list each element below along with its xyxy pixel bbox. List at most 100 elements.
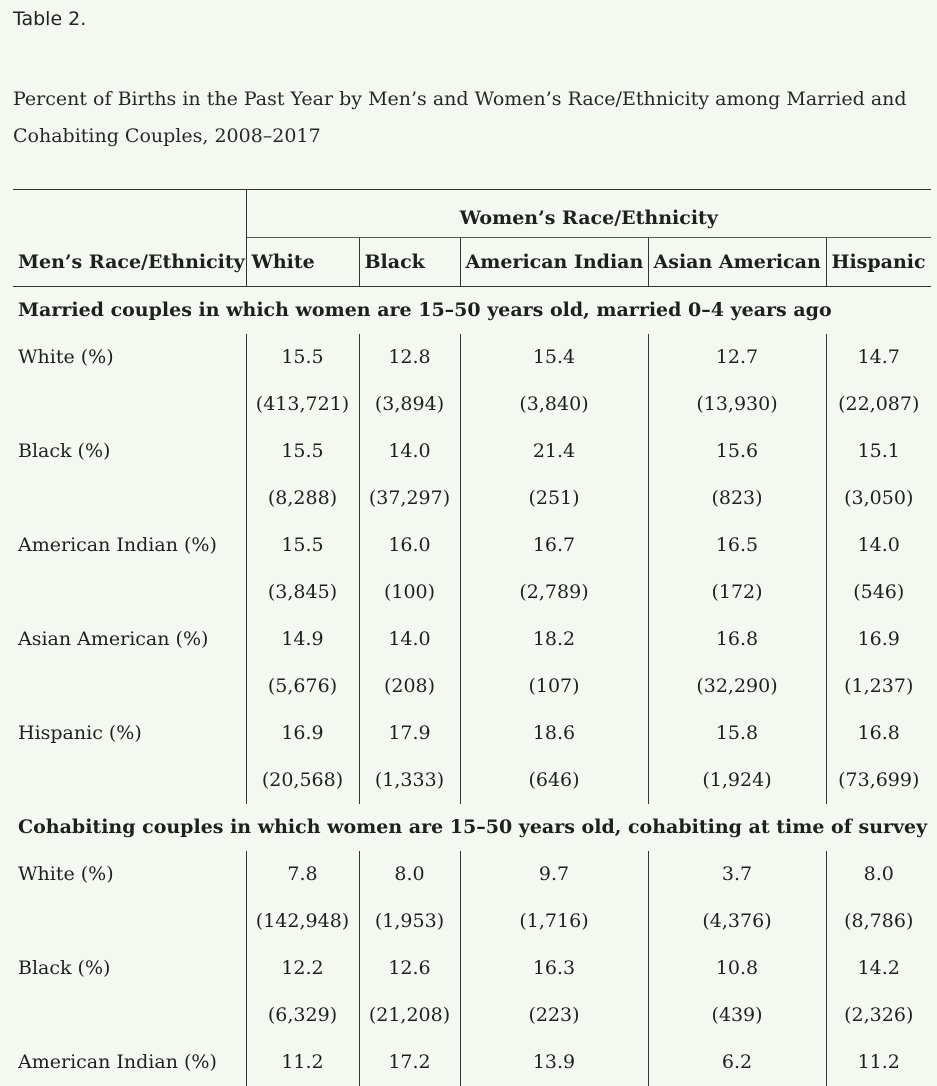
men-race-header: Men’s Race/Ethnicity	[13, 238, 246, 287]
count-cell: (1,924)	[647, 756, 826, 804]
col-header-white: White	[245, 238, 359, 287]
women-race-header: Women’s Race/Ethnicity	[245, 189, 931, 238]
percent-cell: 13.9	[459, 1038, 648, 1086]
col-header-black: Black	[358, 238, 460, 287]
percent-cell: 14.9	[245, 615, 359, 663]
section-title: Married couples in which women are 15–50…	[18, 299, 832, 322]
percent-cell: 15.6	[647, 427, 826, 475]
count-cell: (21,208)	[358, 991, 460, 1039]
table-row-counts: (3,845) (100) (2,789) (172) (546)	[13, 568, 931, 616]
table-row: White (%) 7.8 8.0 9.7 3.7 8.0	[13, 850, 931, 898]
percent-cell: 16.7	[459, 521, 648, 569]
count-cell: (20,568)	[245, 756, 359, 804]
count-cell: (22,087)	[825, 380, 931, 428]
table-label: Table 2.	[13, 8, 87, 30]
percent-cell: 12.6	[358, 944, 460, 992]
percent-cell: 14.0	[825, 521, 931, 569]
count-cell: (223)	[459, 991, 648, 1039]
percent-cell: 16.8	[647, 615, 826, 663]
header-group-row: Women’s Race/Ethnicity	[13, 189, 931, 238]
count-cell: (8,288)	[245, 474, 359, 522]
row-label: White (%)	[18, 863, 114, 885]
percent-cell: 16.0	[358, 521, 460, 569]
row-label: Black (%)	[18, 440, 111, 462]
count-cell: (3,845)	[245, 568, 359, 616]
table-row-counts: (413,721) (3,894) (3,840) (13,930) (22,087)	[13, 380, 931, 428]
percent-cell: 16.9	[245, 709, 359, 757]
count-cell: (208)	[358, 662, 460, 710]
table-row-counts: (8,288) (37,297) (251) (823) (3,050)	[13, 474, 931, 522]
percent-cell: 12.7	[647, 333, 826, 381]
row-label-empty	[13, 569, 246, 616]
table-row: American Indian (%) 15.5 16.0 16.7 16.5 14.0	[13, 521, 931, 569]
row-label-empty	[13, 381, 246, 428]
row-label: Asian American (%)	[18, 628, 209, 650]
col-header-hispanic: Hispanic	[825, 238, 931, 287]
table-row: White (%) 15.5 12.8 15.4 12.7 14.7	[13, 333, 931, 381]
percent-cell: 15.5	[245, 427, 359, 475]
count-cell: (4,376)	[647, 897, 826, 945]
count-cell: (1,237)	[825, 662, 931, 710]
percent-cell: 15.5	[245, 333, 359, 381]
col-header-american-indian: American Indian	[459, 238, 648, 287]
count-cell: (1,953)	[358, 897, 460, 945]
row-label: White (%)	[18, 346, 114, 368]
row-label-empty	[13, 475, 246, 522]
percent-cell: 6.2	[647, 1038, 826, 1086]
table-row: Black (%) 12.2 12.6 16.3 10.8 14.2	[13, 944, 931, 992]
count-cell: (2,326)	[825, 991, 931, 1039]
table-row-counts: (5,676) (208) (107) (32,290) (1,237)	[13, 662, 931, 710]
row-label: American Indian (%)	[18, 1051, 217, 1073]
count-cell: (546)	[825, 568, 931, 616]
table-row-counts: (6,329) (21,208) (223) (439) (2,326)	[13, 991, 931, 1039]
percent-cell: 12.8	[358, 333, 460, 381]
percent-cell: 16.5	[647, 521, 826, 569]
header-empty-cell	[13, 189, 246, 238]
percent-cell: 17.2	[358, 1038, 460, 1086]
row-label: American Indian (%)	[18, 534, 217, 556]
percent-cell: 14.0	[358, 615, 460, 663]
count-cell: (6,329)	[245, 991, 359, 1039]
header-columns-row: Men’s Race/Ethnicity White Black America…	[13, 238, 931, 287]
table-row: Asian American (%) 14.9 14.0 18.2 16.8 16.9	[13, 615, 931, 663]
percent-cell: 3.7	[647, 850, 826, 898]
percent-cell: 17.9	[358, 709, 460, 757]
percent-cell: 15.5	[245, 521, 359, 569]
count-cell: (32,290)	[647, 662, 826, 710]
count-cell: (172)	[647, 568, 826, 616]
count-cell: (251)	[459, 474, 648, 522]
count-cell: (2,789)	[459, 568, 648, 616]
percent-cell: 14.2	[825, 944, 931, 992]
table-row-counts: (20,568) (1,333) (646) (1,924) (73,699)	[13, 756, 931, 804]
percent-cell: 8.0	[825, 850, 931, 898]
percent-cell: 14.7	[825, 333, 931, 381]
percent-cell: 11.2	[825, 1038, 931, 1086]
count-cell: (13,930)	[647, 380, 826, 428]
count-cell: (73,699)	[825, 756, 931, 804]
section-header-row: Married couples in which women are 15–50…	[13, 287, 931, 334]
count-cell: (100)	[358, 568, 460, 616]
table-row-counts: (142,948) (1,953) (1,716) (4,376) (8,786)	[13, 897, 931, 945]
section-title: Cohabiting couples in which women are 15…	[18, 816, 928, 838]
count-cell: (142,948)	[245, 897, 359, 945]
row-label-empty	[13, 757, 246, 804]
count-cell: (1,333)	[358, 756, 460, 804]
percent-cell: 21.4	[459, 427, 648, 475]
count-cell: (823)	[647, 474, 826, 522]
percent-cell: 9.7	[459, 850, 648, 898]
percent-cell: 16.9	[825, 615, 931, 663]
percent-cell: 15.4	[459, 333, 648, 381]
percent-cell: 12.2	[245, 944, 359, 992]
percent-cell: 14.0	[358, 427, 460, 475]
count-cell: (107)	[459, 662, 648, 710]
percent-cell: 18.2	[459, 615, 648, 663]
col-header-asian-american: Asian American	[647, 238, 826, 287]
count-cell: (8,786)	[825, 897, 931, 945]
count-cell: (1,716)	[459, 897, 648, 945]
count-cell: (439)	[647, 991, 826, 1039]
percent-cell: 18.6	[459, 709, 648, 757]
count-cell: (3,894)	[358, 380, 460, 428]
section-header-row: Cohabiting couples in which women are 15…	[13, 804, 931, 851]
row-label: Black (%)	[18, 957, 111, 979]
women-race-header-label: Women’s Race/Ethnicity	[247, 207, 931, 238]
